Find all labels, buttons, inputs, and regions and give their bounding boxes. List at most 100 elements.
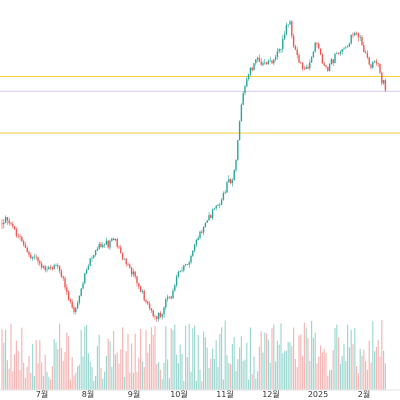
volume-bar	[37, 363, 39, 390]
candle-body	[226, 182, 228, 193]
volume-bar	[302, 356, 304, 390]
candle-body	[224, 192, 226, 194]
volume-bar	[186, 357, 188, 390]
volume-bar	[357, 373, 359, 390]
candle-body	[60, 271, 63, 277]
candle-body	[282, 38, 284, 50]
volume-bar	[154, 326, 156, 390]
candle-body	[69, 299, 72, 302]
candle-body	[213, 208, 216, 210]
candle-body	[355, 32, 358, 34]
volume-bar	[179, 344, 181, 390]
x-tick-label: 10월	[170, 389, 188, 399]
volume-bar	[64, 352, 66, 390]
candle-body	[22, 241, 25, 245]
candle-body	[237, 140, 239, 160]
candle-body	[336, 53, 338, 54]
volume-bar	[185, 325, 187, 390]
candle-body	[82, 283, 84, 289]
x-tick-label: 2월	[358, 389, 370, 399]
volume-bar	[21, 327, 23, 390]
candle-body	[174, 285, 176, 291]
volume-bar	[170, 328, 172, 390]
volume-bar	[262, 352, 264, 390]
volume-bar	[221, 327, 223, 390]
volume-bar	[125, 351, 127, 390]
candle-body	[71, 301, 73, 308]
volume-bar	[208, 368, 210, 390]
volume-bar	[104, 371, 106, 390]
candle-body	[285, 25, 288, 35]
candle-body	[318, 43, 320, 49]
candle-body	[202, 227, 205, 233]
candle-body	[156, 316, 158, 319]
volume-bar	[10, 323, 12, 390]
volume-bar	[253, 356, 255, 390]
candle-body	[193, 244, 196, 251]
candle-body	[19, 236, 21, 237]
volume-bar	[224, 320, 226, 390]
candle-body	[384, 80, 387, 91]
x-tick-label: 2025	[308, 390, 328, 399]
volume-bar	[127, 333, 129, 390]
volume-bar	[248, 379, 250, 390]
volume-bar	[71, 357, 73, 390]
volume-bar	[257, 371, 259, 390]
candle-body	[102, 245, 104, 248]
candle-body	[53, 265, 55, 270]
candle-body	[337, 53, 340, 54]
candle-body	[13, 226, 16, 230]
candle-body	[109, 240, 111, 248]
volume-bar	[19, 369, 21, 390]
volume-bar	[159, 369, 161, 390]
candle-body	[352, 34, 354, 36]
candle-body	[73, 307, 75, 312]
volume-bar	[39, 340, 41, 390]
candle-body	[260, 61, 262, 65]
candle-body	[265, 62, 268, 65]
volume-bar	[377, 339, 379, 390]
candle-body	[62, 276, 64, 279]
candle-body	[145, 300, 147, 302]
volume-bar	[17, 350, 19, 390]
volume-bar	[176, 354, 178, 390]
volume-bar	[68, 336, 70, 390]
candle-body	[134, 271, 136, 277]
volume-bar	[87, 353, 89, 390]
candle-body	[301, 62, 304, 69]
volume-bar	[356, 366, 358, 390]
candle-body	[233, 170, 235, 181]
volume-bar	[206, 347, 208, 390]
candle-body	[348, 43, 351, 47]
candle-body	[184, 264, 187, 266]
candle-body	[42, 266, 45, 268]
volume-bar	[86, 325, 88, 390]
volume-bar	[293, 327, 295, 390]
volume-bar	[251, 374, 253, 390]
volume-bar	[348, 347, 350, 390]
candle-body	[93, 255, 95, 258]
candle-body	[309, 62, 311, 69]
volume-bar	[368, 340, 370, 390]
candle-body	[118, 246, 120, 248]
volume-bar	[212, 348, 214, 390]
volume-bar	[311, 320, 313, 390]
volume-bar	[109, 341, 111, 390]
candle-body	[289, 21, 291, 25]
candle-body	[15, 229, 18, 236]
candle-body	[87, 265, 90, 270]
candle-body	[357, 33, 360, 38]
candle-body	[4, 217, 7, 223]
candle-body	[170, 296, 172, 299]
volume-bar	[93, 380, 95, 390]
candle-body	[107, 240, 109, 248]
volume-bar	[352, 343, 354, 390]
volume-bar	[327, 375, 329, 390]
volume-bar	[291, 346, 293, 390]
candle-body	[161, 314, 163, 317]
candle-body	[256, 57, 259, 60]
candle-body	[246, 79, 248, 87]
volume-bar	[375, 346, 377, 390]
